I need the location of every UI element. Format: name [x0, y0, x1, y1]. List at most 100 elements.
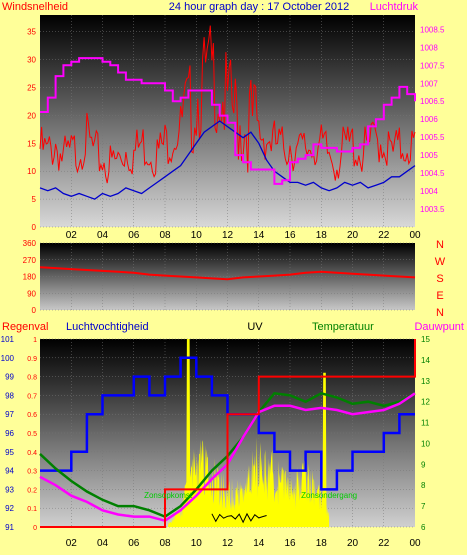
rain-tick-label: 0.4: [27, 450, 37, 457]
humidity-tick-label: 100: [1, 354, 15, 363]
direction-left-ticks: 0 90 180 270 360: [23, 239, 37, 315]
pressure-tick-label: 1006: [420, 115, 438, 124]
climate-x-tick-label: 22: [378, 538, 390, 549]
wind-tick-label: 35: [27, 28, 36, 37]
humidity-line: [40, 356, 415, 491]
climate-x-tick-label: 02: [66, 538, 78, 549]
wind-x-tick-label: 20: [347, 230, 359, 241]
pressure-tick-label: 1007.5: [420, 61, 445, 70]
temperature-tick-label: 13: [421, 377, 430, 386]
wind-tick-label: 30: [27, 56, 36, 65]
wind-x-tick-label: 04: [97, 230, 109, 241]
temperature-tick-label: 9: [421, 460, 426, 469]
rain-tick-label: 0: [33, 525, 37, 532]
temperature-axis-ticks: 6 7 8 9 10 11 12 13 14 15: [421, 335, 430, 532]
pressure-tick-label: 1005.5: [420, 133, 445, 142]
climate-x-tick-label: 20: [347, 538, 359, 549]
temperature-tick-label: 8: [421, 481, 426, 490]
rain-tick-label: 1: [33, 337, 37, 344]
wind-x-tick-label: 18: [316, 230, 328, 241]
pressure-tick-label: 1008.5: [420, 25, 445, 34]
humidity-tick-label: 96: [5, 429, 14, 438]
wind-x-tick-label: 22: [378, 230, 390, 241]
chart-title: 24 hour graph day : 17 October 2012: [169, 1, 349, 13]
humidity-tick-label: 91: [5, 523, 14, 532]
rain-tick-label: 0.7: [27, 393, 37, 400]
temperature-tick-label: 12: [421, 398, 430, 407]
dewpoint-label: Dauwpunt: [414, 321, 464, 333]
rain-tick-label: 0.1: [27, 506, 37, 513]
climate-x-tick-label: 14: [253, 538, 265, 549]
rain-tick-label: 0.3: [27, 469, 37, 476]
wind-x-tick-label: 12: [222, 230, 234, 241]
direction-tick-label: 90: [27, 289, 36, 298]
humidity-tick-label: 97: [5, 410, 14, 419]
pressure-tick-label: 1004.5: [420, 169, 445, 178]
wind-series: [39, 25, 416, 200]
uv-label: UV: [247, 321, 263, 333]
pressure-tick-label: 1004: [420, 187, 438, 196]
rain-tick-label: 0.8: [27, 375, 37, 382]
pressure-line: [40, 57, 416, 185]
climate-x-tick-label: 16: [284, 538, 296, 549]
temperature-label: Temperatuur: [312, 321, 374, 333]
humidity-tick-label: 95: [5, 448, 14, 457]
temperature-tick-label: 15: [421, 335, 430, 344]
temperature-tick-label: 11: [421, 419, 430, 428]
direction-tick-label: 360: [23, 239, 37, 248]
humidity-tick-label: 98: [5, 391, 14, 400]
solar-line: [211, 512, 267, 524]
climate-x-tick-label: 08: [159, 538, 171, 549]
direction-tick-label: 180: [23, 273, 37, 282]
wind-gust-line: [39, 25, 416, 184]
wind-x-tick-label: 08: [159, 230, 171, 241]
humidity-tick-label: 94: [5, 467, 14, 476]
wind-x-tick-label: 10: [191, 230, 203, 241]
rain-label: Regenval: [2, 321, 48, 333]
humidity-tick-label: 92: [5, 504, 14, 513]
compass-label: N: [436, 307, 444, 319]
direction-tick-label: 270: [23, 256, 37, 265]
wind-tick-label: 0: [32, 223, 37, 232]
wind-tick-label: 15: [27, 139, 36, 148]
sunrise-annotation: Zonsopkomst: [144, 491, 193, 500]
wind-x-tick-label: 00: [409, 230, 421, 241]
rain-tick-label: 0.2: [27, 487, 37, 494]
climate-x-tick-label: 12: [222, 538, 234, 549]
temperature-tick-label: 6: [421, 523, 426, 532]
climate-x-tick-label: 18: [316, 538, 328, 549]
pressure-right-ticks: 1003.5 1004 1004.5 1005 1005.5 1006 1006.5 1007…: [420, 25, 445, 214]
climate-x-tick-label: 06: [128, 538, 140, 549]
wind-x-tick-label: 06: [128, 230, 140, 241]
pressure-tick-label: 1006.5: [420, 97, 445, 106]
pressure-tick-label: 1003.5: [420, 205, 445, 214]
temperature-tick-label: 10: [421, 439, 430, 448]
sunset-annotation: Zonsondergang: [301, 491, 357, 500]
rain-axis-ticks: 0 0.1 0.2 0.3 0.4 0.5 0.6 0.7 0.8 0.9 1: [27, 337, 37, 532]
compass-label: W: [435, 256, 446, 268]
wind-tick-label: 25: [27, 84, 36, 93]
pressure-tick-label: 1005: [420, 151, 438, 160]
rain-tick-label: 0.6: [27, 412, 37, 419]
wind-x-tick-label: 16: [284, 230, 296, 241]
wind-x-tick-label: 14: [253, 230, 265, 241]
climate-panel: 0 0.1 0.2 0.3 0.4 0.5 0.6 0.7 0.8 0.9 1 91 92 93 94 95…: [1, 335, 431, 549]
humidity-tick-label: 93: [5, 485, 14, 494]
wind-grid: [40, 15, 415, 228]
compass-label: E: [436, 290, 443, 302]
humidity-tick-label: 101: [1, 335, 15, 344]
temperature-tick-label: 7: [421, 502, 426, 511]
climate-x-ticks: 02 04 06 08 10 12 14 16 18 20 22 00: [66, 538, 421, 549]
compass-label: N: [436, 239, 444, 251]
humidity-tick-label: 99: [5, 373, 14, 382]
compass-label: S: [436, 273, 443, 285]
wind-x-tick-label: 02: [66, 230, 78, 241]
pressure-axis-label: Luchtdruk: [370, 1, 419, 13]
humidity-axis-ticks: 91 92 93 94 95 96 97 98 99 100 101: [1, 335, 15, 532]
rain-tick-label: 0.5: [27, 431, 37, 438]
wind-average-line: [39, 120, 416, 200]
direction-tick-label: 0: [32, 306, 37, 315]
pressure-tick-label: 1008: [420, 43, 438, 52]
